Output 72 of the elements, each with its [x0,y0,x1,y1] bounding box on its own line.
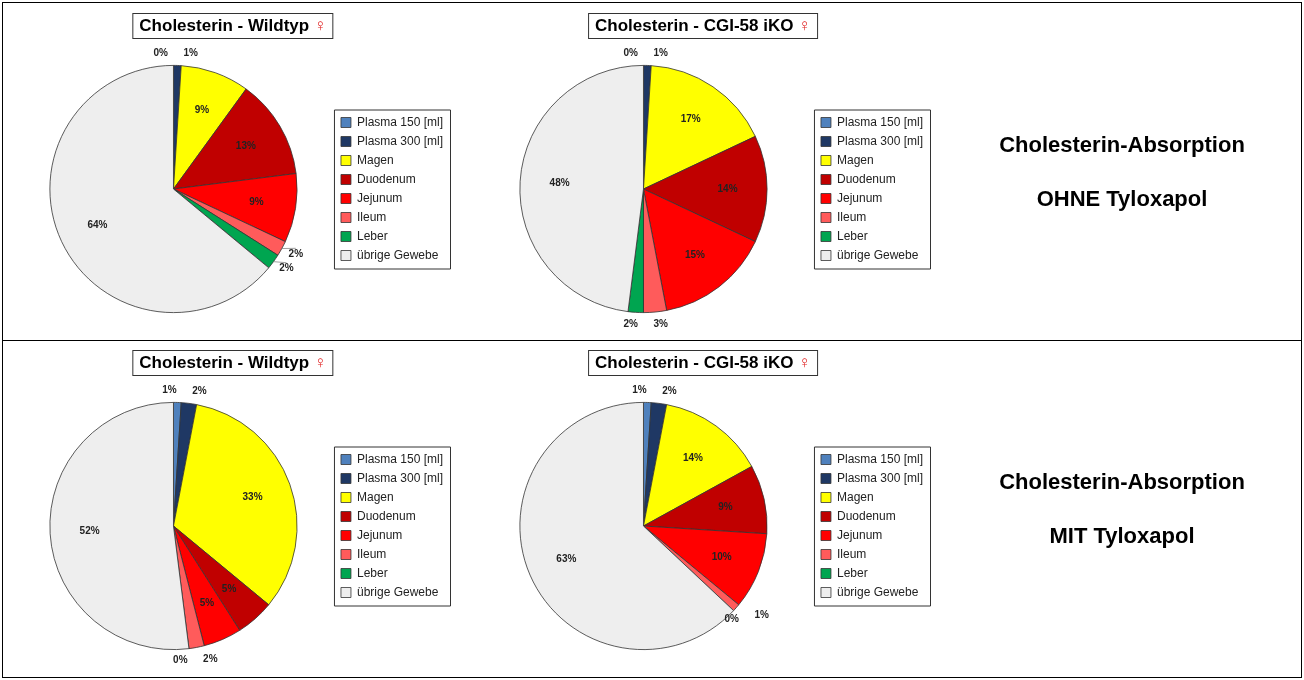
legend-label: Magen [356,489,394,504]
data-label: 3% [653,317,668,329]
data-label: 1% [754,609,770,621]
legend-label: Plasma 300 [ml] [356,470,444,485]
legend-label: Jejunum [836,527,883,542]
data-label: 33% [242,491,263,503]
legend-label: Plasma 150 [ml] [836,114,924,129]
legend-label: Magen [356,152,394,167]
legend-label: übrige Gewebe [356,247,439,262]
text: 0% [724,612,739,624]
text: Cholesterin-Absorption [999,131,1245,158]
data-label: 2% [623,318,638,330]
legend-label: Plasma 300 [ml] [836,470,924,485]
data-label: 2% [662,385,677,397]
legend-label: Magen [836,152,874,167]
data-label: 15% [684,249,706,261]
data-label: 1% [653,47,669,59]
legend-label: Plasma 300 [ml] [836,133,924,148]
data-label: 63% [556,553,577,565]
data-label: 1% [162,384,177,396]
legend-label: Ileum [836,209,867,224]
data-label: 2% [203,652,218,664]
text: 0% [153,47,168,59]
legend-label: Duodenum [836,171,896,186]
text: OHNE Tyloxapol [1036,185,1208,212]
text: 0% [623,47,638,59]
legend-label: Jejunum [836,190,883,205]
legend-label: Duodenum [356,508,416,523]
data-label: 10% [711,550,732,562]
legend-label: Ileum [356,209,387,224]
data-label: 9% [718,501,733,513]
data-label: 14% [682,451,703,463]
data-label: 1% [632,384,647,396]
data-label: 2% [192,385,207,397]
chart-title: Cholesterin - CGI-58 iKO ♀ [595,16,811,35]
data-label: 1% [183,47,199,59]
legend-label: Plasma 150 [ml] [836,451,924,466]
legend-label: Jejunum [356,190,403,205]
chart-title: Cholesterin - CGI-58 iKO ♀ [595,353,811,372]
legend-label: Duodenum [356,171,416,186]
data-label: 2% [288,248,304,260]
legend-label: Leber [356,228,388,243]
chart-title: Cholesterin - Wildtyp ♀ [139,353,327,372]
chart-title: Cholesterin - Wildtyp ♀ [139,16,327,35]
legend-label: Plasma 300 [ml] [356,133,444,148]
legend-label: Leber [836,228,868,243]
legend-label: Leber [836,565,868,580]
legend-label: Leber [356,565,388,580]
data-label: 48% [549,177,570,189]
legend-label: Ileum [356,546,387,561]
data-label: 14% [717,182,738,194]
data-label: 9% [194,103,210,115]
legend-label: übrige Gewebe [836,584,919,599]
text: MIT Tyloxapol [1049,522,1195,549]
data-label: 52% [79,525,100,537]
text: 0% [173,654,188,666]
data-label: 17% [680,113,701,125]
data-label: 9% [249,195,264,207]
data-label: 64% [87,218,108,230]
legend-label: übrige Gewebe [836,247,919,262]
legend-label: Jejunum [356,527,403,542]
legend-label: Plasma 150 [ml] [356,114,444,129]
data-label: 13% [235,139,256,151]
legend-label: Duodenum [836,508,896,523]
data-label: 5% [199,596,215,608]
legend-label: übrige Gewebe [356,584,439,599]
legend-label: Magen [836,489,874,504]
legend-label: Plasma 150 [ml] [356,451,444,466]
text: Cholesterin-Absorption [999,468,1245,495]
legend-label: Ileum [836,546,867,561]
data-label: 5% [221,582,237,594]
data-label: 2% [279,262,294,274]
